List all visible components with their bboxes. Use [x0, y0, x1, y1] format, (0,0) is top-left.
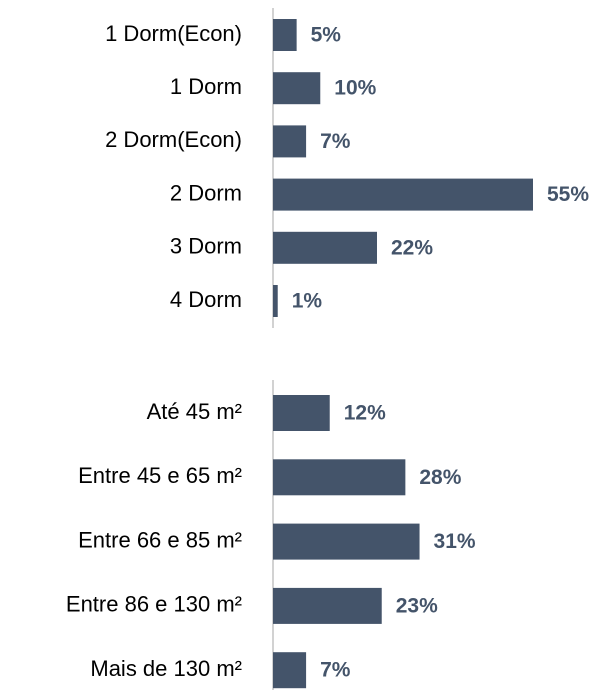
value-label: 10%: [334, 77, 376, 100]
category-label: 3 Dorm: [170, 234, 242, 259]
bar: [273, 19, 297, 51]
category-label: 2 Dorm(Econ): [105, 127, 242, 152]
bar: [273, 125, 307, 158]
value-label: 31%: [434, 530, 476, 553]
bar: [273, 459, 406, 496]
category-label: 2 Dorm: [170, 180, 242, 205]
category-label: Entre 45 e 65 m²: [78, 463, 242, 488]
value-label: 23%: [396, 594, 438, 617]
bar: [273, 178, 533, 211]
value-label: 1%: [292, 290, 323, 313]
category-label: 1 Dorm(Econ): [105, 21, 242, 46]
category-label: 1 Dorm: [170, 74, 242, 99]
bar: [273, 523, 420, 560]
category-label: Entre 66 e 85 m²: [78, 527, 242, 552]
bar: [273, 231, 377, 264]
category-label: Entre 86 e 130 m²: [66, 592, 242, 617]
value-label: 28%: [419, 466, 461, 489]
bar: [273, 285, 278, 317]
value-label: 5%: [311, 24, 342, 47]
value-label: 7%: [320, 659, 351, 682]
bar: [273, 652, 307, 689]
value-label: 55%: [547, 183, 589, 206]
category-label: 4 Dorm: [170, 287, 242, 312]
value-label: 22%: [391, 236, 433, 259]
bar: [273, 72, 321, 105]
category-label: Até 45 m²: [147, 399, 242, 424]
category-label: Mais de 130 m²: [90, 656, 242, 681]
bar: [273, 587, 382, 624]
value-label: 12%: [344, 402, 386, 425]
bar: [273, 395, 330, 431]
value-label: 7%: [320, 130, 351, 153]
